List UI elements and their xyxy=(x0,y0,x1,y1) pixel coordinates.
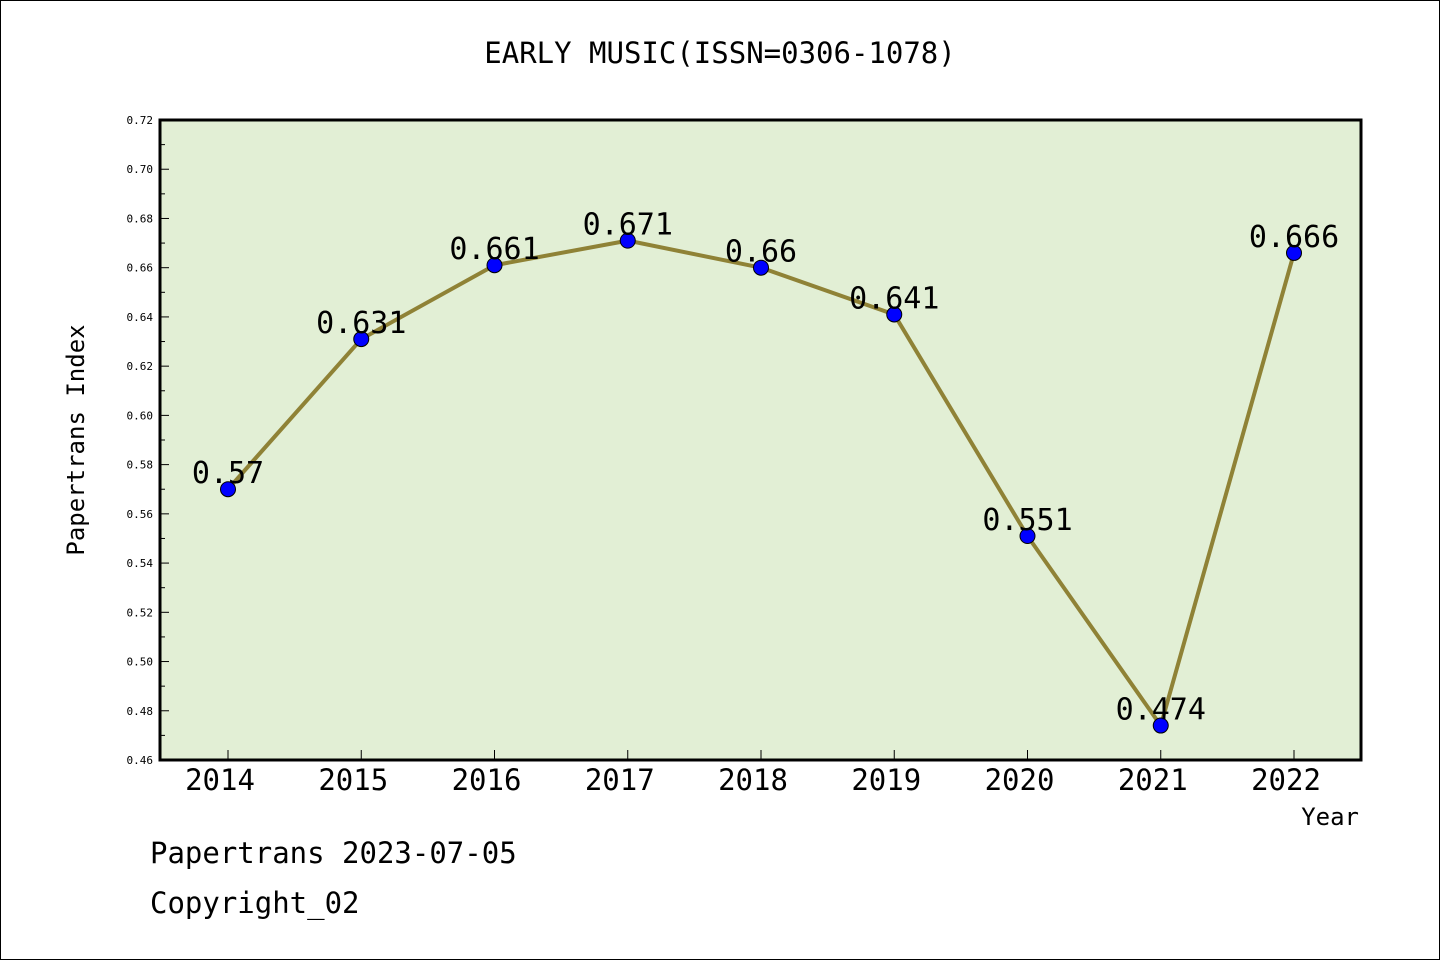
data-point xyxy=(486,257,503,274)
data-label: 0.66 xyxy=(725,235,797,270)
chart-title: EARLY MUSIC(ISSN=0306-1078) xyxy=(484,36,956,70)
footer-copyright: Copyright_02 xyxy=(150,886,360,920)
data-label: 0.474 xyxy=(1116,693,1206,728)
footer-date: Papertrans 2023-07-05 xyxy=(150,836,517,870)
data-point xyxy=(1019,528,1036,544)
x-axis: 2014 2015 2016 2017 2018 2019 2020 2021 2022 xyxy=(185,750,1321,797)
plot-area xyxy=(160,120,1361,760)
data-label: 0.57 xyxy=(192,456,264,491)
y-tick-label: 0.68 xyxy=(127,212,154,225)
x-tick-label: 2014 xyxy=(185,763,255,797)
data-label: 0.631 xyxy=(316,306,406,341)
x-axis-label: Year xyxy=(1301,803,1359,831)
x-tick-label: 2016 xyxy=(452,763,522,797)
y-tick-label: 0.72 xyxy=(127,114,154,127)
x-tick-label: 2021 xyxy=(1118,763,1188,797)
data-label: 0.551 xyxy=(982,503,1072,538)
data-point xyxy=(886,306,903,323)
x-tick-label: 2015 xyxy=(318,763,388,797)
data-point xyxy=(1152,717,1169,734)
data-point xyxy=(753,259,769,276)
y-axis-label: Papertrans Index xyxy=(62,324,90,555)
y-tick-label: 0.70 xyxy=(127,163,154,176)
x-tick-label: 2018 xyxy=(718,763,788,797)
data-label: 0.661 xyxy=(449,232,539,267)
y-tick-label: 0.50 xyxy=(127,656,154,669)
x-tick-label: 2019 xyxy=(851,763,921,797)
y-tick-label: 0.46 xyxy=(127,754,154,767)
y-tick-label: 0.58 xyxy=(127,459,154,472)
data-point xyxy=(1286,244,1302,261)
y-tick-label: 0.66 xyxy=(127,262,154,275)
y-tick-label: 0.64 xyxy=(127,311,154,324)
y-tick-label: 0.56 xyxy=(127,508,154,521)
x-tick-label: 2017 xyxy=(585,763,655,797)
plot-border xyxy=(158,118,1363,762)
y-tick-label: 0.52 xyxy=(127,606,154,619)
data-label: 0.671 xyxy=(583,208,673,243)
series: 0.57 0.631 0.661 0.671 0.66 0.641 0.551 0.474 0.… xyxy=(192,208,1339,734)
x-tick-label: 2022 xyxy=(1251,763,1321,797)
y-tick-label: 0.62 xyxy=(127,360,154,373)
y-tick-label: 0.60 xyxy=(127,409,154,422)
data-point xyxy=(619,232,636,249)
y-tick-label: 0.54 xyxy=(127,557,154,570)
data-label: 0.666 xyxy=(1249,220,1339,255)
x-tick-label: 2020 xyxy=(985,763,1055,797)
data-point xyxy=(353,331,370,348)
y-tick-label: 0.48 xyxy=(127,705,154,718)
data-label: 0.641 xyxy=(849,281,939,316)
data-point xyxy=(220,481,236,498)
